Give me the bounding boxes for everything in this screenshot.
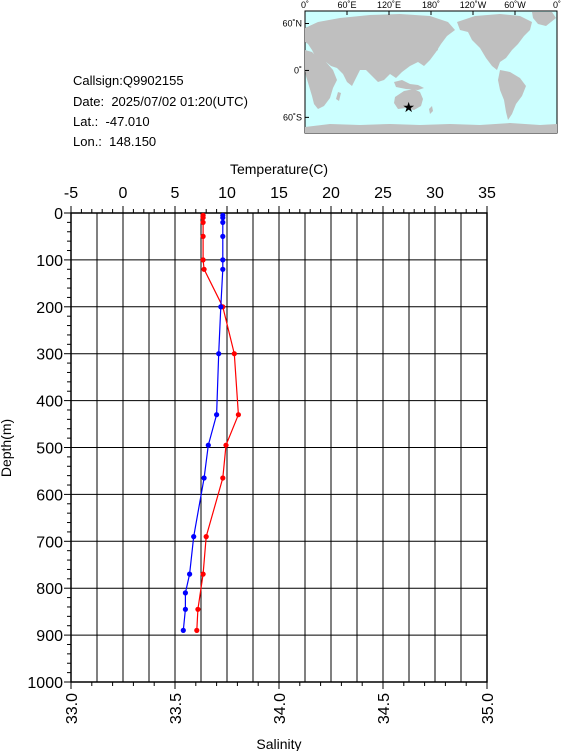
map-lon-label: 60˚W [504, 0, 526, 10]
data-series [180, 212, 241, 634]
bottom-tick-label: 35.0 [480, 693, 497, 724]
left-tick-label: 0 [54, 206, 63, 223]
temperature-data-point [200, 257, 206, 263]
date-line: Date: 2025/07/02 01:20(UTC) [73, 94, 248, 110]
salinity-data-point [182, 590, 188, 596]
top-tick-label: 25 [374, 185, 392, 202]
date-value: 2025/07/02 01:20(UTC) [111, 94, 248, 109]
left-tick-label: 700 [36, 534, 63, 551]
map-latitude-labels: 60˚N 0˚ 60˚S [282, 19, 309, 122]
salinity-data-point [201, 475, 207, 481]
temperature-data-point [200, 219, 206, 225]
map-lon-label: 180˚ [422, 0, 440, 10]
lat-label: Lat.: [73, 114, 99, 129]
lat-line: Lat.: -47.010 [73, 114, 150, 130]
temperature-data-point [200, 571, 206, 577]
temperature-data-point [200, 215, 206, 221]
map-lon-label: 120˚E [377, 0, 401, 10]
left-tick-label: 500 [36, 441, 63, 458]
map-land [305, 12, 557, 133]
salinity-series-line [182, 215, 224, 631]
temperature-data-point [235, 412, 241, 418]
bottom-tick-label: 33.5 [168, 693, 185, 724]
map-lat-label: 0˚ [294, 65, 302, 75]
bottom-tick-label: 34.5 [376, 693, 393, 724]
salinity-data-point [220, 215, 226, 221]
temperature-data-point [203, 534, 209, 540]
top-tick-label: 30 [426, 185, 444, 202]
top-axis-label: Temperature(C) [230, 161, 328, 177]
left-tick-label: 800 [36, 581, 63, 598]
salinity-data-point [220, 257, 226, 263]
map-lon-label: 0˚ [301, 0, 309, 10]
map-lon-label: 120˚W [460, 0, 487, 10]
salinity-data-point [220, 219, 226, 225]
salinity-data-point [220, 233, 226, 239]
salinity-data-point [191, 534, 197, 540]
salinity-data-point [180, 627, 186, 634]
top-tick-label: -5 [64, 185, 78, 202]
date-label: Date: [73, 94, 105, 109]
temperature-data-point [223, 442, 229, 448]
temperature-data-point [194, 627, 200, 634]
left-axis-label: Depth(m) [0, 419, 14, 477]
map-lat-label: 60˚N [282, 19, 302, 29]
callsign-label: Callsign: [73, 73, 123, 88]
left-tick-label: 900 [36, 628, 63, 645]
bottom-tick-label: 34.0 [272, 693, 289, 724]
left-tick-label: 400 [36, 394, 63, 411]
salinity-data-point [216, 351, 222, 357]
temperature-data-point [220, 475, 226, 481]
temperature-data-point [231, 351, 237, 357]
callsign-line: Callsign:Q9902155 [73, 73, 184, 89]
salinity-data-point [218, 304, 224, 310]
map-longitude-labels: 0˚ 60˚E 120˚E 180˚ 120˚W 60˚W 0˚ [301, 0, 561, 15]
left-tick-label: 100 [36, 253, 63, 270]
salinity-data-point [187, 571, 193, 577]
left-tick-label: 1000 [27, 675, 63, 692]
station-marker-icon: ★ [402, 99, 415, 115]
salinity-data-point [220, 266, 226, 272]
lat-value: -47.010 [105, 114, 150, 129]
station-star-icon: ★ [402, 99, 415, 115]
temperature-data-point [201, 266, 207, 272]
top-tick-label: 0 [119, 185, 128, 202]
bottom-tick-label: 33.0 [64, 693, 81, 724]
left-tick-label: 600 [36, 487, 63, 504]
temperature-data-point [200, 233, 206, 239]
top-tick-label: 5 [171, 185, 180, 202]
map-lat-label: 60˚S [283, 112, 302, 122]
temperature-data-point [195, 606, 201, 612]
top-tick-label: 20 [322, 185, 340, 202]
left-tick-label: 200 [36, 300, 63, 317]
location-map: ★ 0˚ 60˚E 120˚E 180˚ 120˚W 60˚W 0˚ 60˚N 0˚ 60˚S [282, 0, 561, 134]
map-lon-label: 0˚ [553, 0, 561, 10]
callsign-value: Q9902155 [122, 73, 184, 88]
salinity-data-point [214, 412, 220, 418]
left-tick-label: 300 [36, 347, 63, 364]
top-tick-label: 15 [270, 185, 288, 202]
lon-label: Lon.: [73, 134, 102, 149]
salinity-data-point [205, 442, 211, 448]
top-tick-label: 35 [478, 185, 496, 202]
axis-ticks [64, 206, 488, 689]
lon-line: Lon.: 148.150 [73, 134, 156, 150]
bottom-axis-label: Salinity [256, 736, 301, 751]
salinity-data-point [182, 606, 188, 612]
map-lon-label: 60˚E [337, 0, 356, 10]
top-tick-label: 10 [218, 185, 236, 202]
lon-value: 148.150 [109, 134, 157, 149]
